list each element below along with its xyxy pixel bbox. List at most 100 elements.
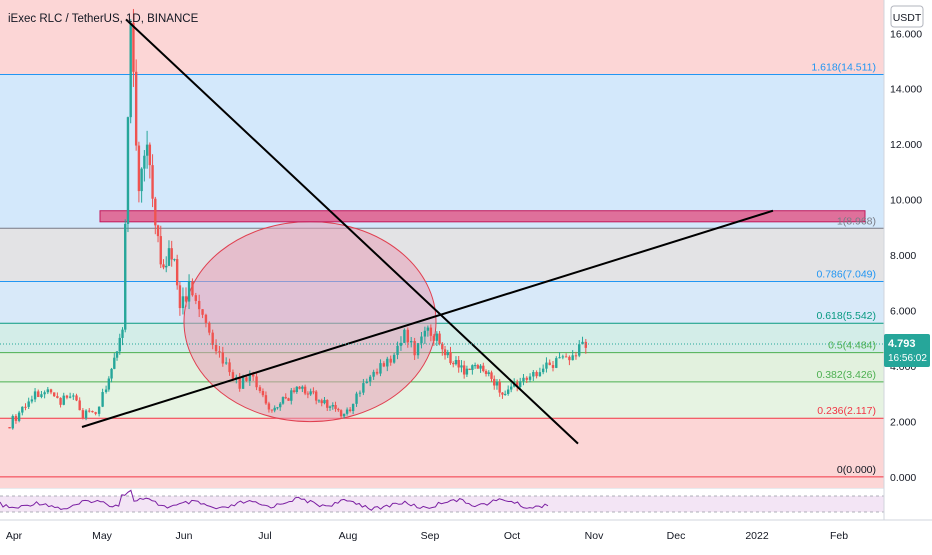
candle-body	[449, 352, 452, 364]
candle-body	[21, 406, 24, 413]
candle-body	[273, 407, 276, 411]
candle-body	[261, 390, 265, 396]
candle-body	[314, 391, 318, 401]
candle-body	[320, 400, 323, 404]
candle-body	[389, 358, 392, 363]
candle-body	[337, 408, 340, 411]
candle-body	[104, 389, 108, 393]
candle-body	[561, 356, 565, 358]
price-tick-label: 8.000	[890, 250, 916, 262]
candle-body	[264, 395, 268, 404]
candle-body	[175, 259, 179, 286]
candle-body	[423, 330, 427, 337]
candle-body	[62, 395, 65, 405]
candle-body	[165, 265, 168, 268]
candle-body	[429, 327, 433, 336]
candle-body	[52, 392, 56, 397]
candle-body	[495, 381, 499, 386]
candle-body	[113, 357, 116, 369]
candle-body	[173, 259, 176, 261]
candle-body	[457, 360, 460, 368]
price-axis[interactable]: 0.0002.0004.0006.0008.00010.00012.00014.…	[0, 0, 932, 520]
candle-body	[287, 398, 290, 401]
fib-band	[0, 228, 884, 282]
candle-body	[490, 372, 493, 379]
candle-body	[532, 372, 535, 377]
resistance-zone	[99, 210, 866, 223]
time-tick-label: Apr	[6, 530, 23, 542]
candle-body	[231, 372, 235, 379]
time-tick-label: Aug	[339, 530, 358, 542]
candle-body	[438, 333, 441, 344]
time-tick-label: Jul	[258, 530, 271, 542]
candle-body	[245, 377, 248, 381]
candle-body	[545, 362, 548, 369]
rsi-line	[0, 489, 549, 511]
candle-body	[487, 372, 490, 374]
candle-body	[426, 327, 430, 331]
candle-body	[251, 374, 255, 377]
candle-body	[435, 333, 439, 341]
candle-body	[355, 393, 358, 404]
candle-body	[56, 396, 59, 398]
candle-body	[241, 377, 245, 389]
candle-body	[375, 371, 379, 374]
candle-body	[201, 309, 204, 315]
candle-body	[137, 145, 141, 192]
annotation-front-layer	[81, 18, 774, 445]
price-tick-label: 10.000	[890, 195, 922, 207]
candle-body	[386, 358, 389, 367]
candle-body	[145, 144, 149, 156]
price-tick-label: 6.000	[890, 306, 916, 318]
time-axis[interactable]: Apr May Jun Jul Aug Sep Oct Nov Dec 2022 Feb	[0, 519, 932, 550]
candle-body	[498, 381, 501, 393]
candle-body	[121, 329, 124, 338]
candle-body	[72, 395, 75, 397]
fib-band	[0, 352, 884, 382]
currency-button[interactable]: USDT	[890, 5, 924, 28]
candle-body	[292, 390, 296, 392]
price-tick-label: 2.000	[890, 416, 916, 428]
candle-body	[382, 363, 386, 367]
candle-body	[509, 386, 513, 390]
candle-body	[522, 377, 525, 382]
candle-body	[94, 412, 97, 414]
candle-body	[303, 386, 307, 394]
candle-body	[309, 391, 312, 395]
candle-body	[317, 400, 321, 402]
candle-body	[403, 329, 406, 343]
time-tick-label: 2022	[745, 530, 769, 542]
candle-body	[107, 378, 111, 390]
candle-body	[479, 365, 482, 369]
candle-body	[27, 401, 30, 407]
candle-body	[81, 410, 85, 419]
candle-body	[88, 410, 91, 412]
candle-body	[515, 382, 519, 388]
fib-bands-layer	[0, 0, 884, 488]
candle-body	[208, 322, 211, 333]
candle-body	[348, 409, 352, 412]
candle-body	[571, 355, 574, 361]
fib-band	[0, 74, 884, 229]
candle-body	[159, 236, 162, 265]
candle-body	[170, 248, 173, 260]
descending-trendline	[125, 18, 579, 445]
candle-body	[465, 368, 469, 375]
candle-body	[46, 389, 50, 393]
candle-body	[568, 356, 571, 361]
candle-body	[84, 410, 88, 419]
last-price-badge	[884, 334, 930, 368]
candle-body	[476, 365, 480, 369]
candle-body	[506, 389, 510, 394]
candle-body	[40, 394, 43, 398]
candle-body	[538, 372, 542, 377]
price-axis-background	[884, 0, 932, 520]
fib-level-label: 0.5(4.484)	[828, 340, 876, 352]
fib-labels-layer: 0(0.000) 0.236(2.117) 0.382(3.426) 0.5(4.48…	[811, 62, 876, 476]
candle-body	[162, 264, 165, 268]
candle-body	[156, 225, 160, 237]
candle-body	[75, 395, 78, 401]
symbol-title: iExec RLC / TetherUS, 1D, BINANCE	[8, 13, 199, 25]
